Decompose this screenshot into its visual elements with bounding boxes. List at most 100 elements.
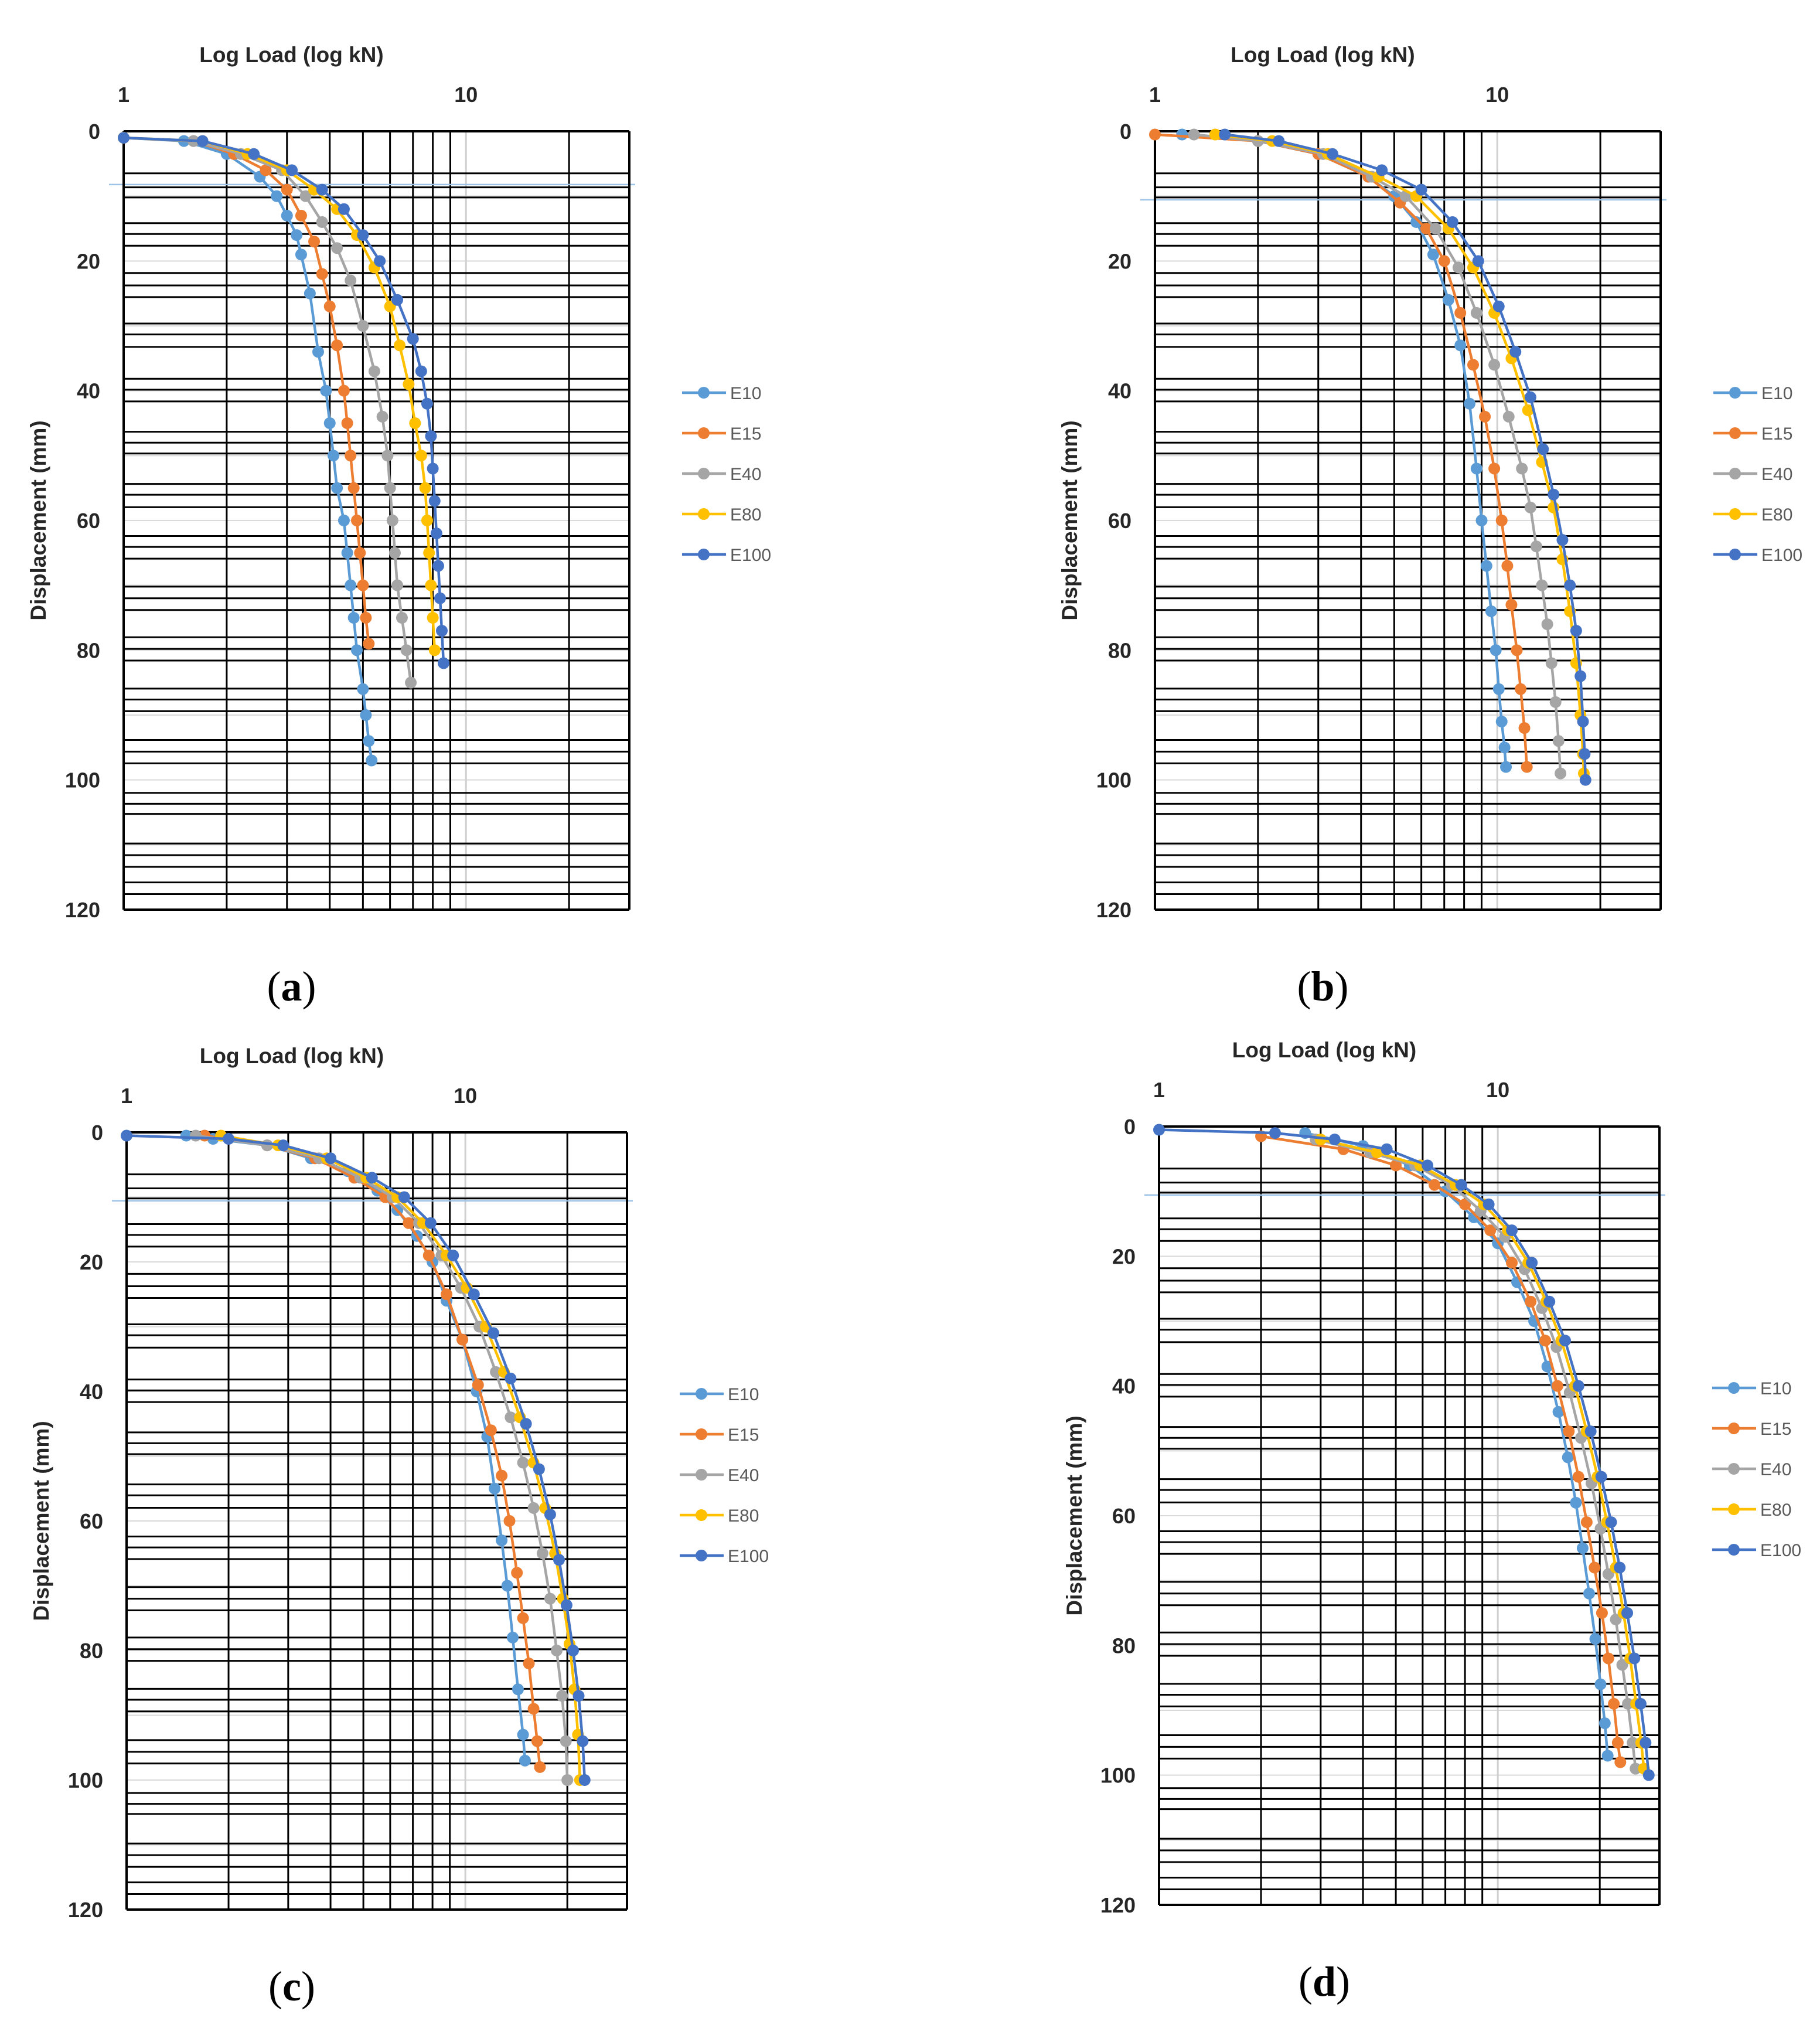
legend-label: E10 — [730, 384, 761, 403]
legend-swatch-marker — [698, 549, 710, 560]
data-point — [415, 450, 427, 462]
data-point — [1556, 534, 1569, 546]
legend-label: E10 — [1761, 384, 1792, 403]
legend: E10 E15 E40 E80 E100 — [1712, 1379, 1801, 1560]
data-point — [468, 1288, 480, 1301]
data-point — [196, 135, 209, 147]
data-point — [505, 1411, 517, 1424]
data-point — [501, 1580, 513, 1592]
data-point — [331, 242, 343, 254]
panel-b: Log Load (log kN)1 10020406080100120Displ… — [1058, 43, 1802, 1010]
series-e100 — [1153, 1124, 1655, 1781]
data-point — [376, 410, 388, 423]
data-point — [277, 1139, 289, 1152]
series-line-e10 — [123, 136, 373, 761]
series-line-e40 — [195, 1134, 569, 1781]
y-tick-label: 120 — [1096, 898, 1131, 922]
data-point — [496, 1534, 508, 1547]
legend-label: E80 — [1761, 505, 1792, 525]
data-point — [341, 417, 353, 429]
data-point — [1420, 223, 1432, 234]
data-point — [1515, 683, 1527, 695]
legend-swatch-marker — [1728, 1463, 1740, 1475]
data-point — [1521, 761, 1533, 773]
series-e10 — [1299, 1127, 1614, 1762]
y-tick-label: 0 — [91, 1121, 103, 1145]
data-point — [1390, 1159, 1402, 1172]
data-point — [1502, 410, 1515, 423]
data-point — [323, 300, 336, 312]
data-point — [1642, 1769, 1655, 1781]
y-axis-label: Displacement (mm) — [29, 1421, 53, 1621]
data-point — [1467, 359, 1480, 371]
data-point — [421, 515, 433, 526]
data-point — [544, 1592, 556, 1605]
data-point — [316, 216, 328, 228]
data-point — [351, 644, 363, 656]
data-point — [511, 1567, 523, 1579]
data-point — [1176, 128, 1188, 141]
data-point — [512, 1683, 524, 1696]
data-point — [384, 482, 396, 494]
legend-label: E40 — [728, 1466, 759, 1485]
data-point — [391, 579, 404, 591]
data-point — [295, 209, 307, 222]
data-point — [1492, 300, 1505, 312]
data-point — [447, 1249, 459, 1261]
data-point — [1518, 722, 1531, 734]
data-point — [400, 644, 413, 656]
data-point — [1452, 261, 1464, 274]
data-point — [1492, 683, 1505, 695]
series-line-e100 — [1225, 133, 1587, 780]
data-point — [432, 560, 444, 572]
y-tick-label: 120 — [1100, 1893, 1136, 1917]
legend-swatch-marker — [1729, 427, 1741, 439]
series-e10 — [180, 1129, 531, 1767]
y-tick-label: 40 — [77, 379, 100, 403]
panel-a: Log Load (log kN)1 10020406080100120Displ… — [26, 43, 771, 1010]
data-point — [441, 1288, 453, 1301]
data-point — [561, 1774, 574, 1786]
data-point — [1552, 1406, 1565, 1418]
data-point — [396, 612, 408, 624]
series-e100 — [121, 1129, 591, 1786]
data-point — [357, 683, 369, 695]
data-point — [1429, 223, 1441, 234]
data-point — [409, 417, 421, 429]
legend-label: E100 — [1760, 1541, 1801, 1560]
data-point — [1579, 748, 1591, 760]
data-point — [1537, 443, 1549, 455]
data-point — [1446, 216, 1458, 228]
y-tick-label: 40 — [1108, 379, 1131, 403]
legend-swatch-marker — [1729, 508, 1741, 520]
data-point — [1470, 307, 1482, 319]
data-point — [1516, 462, 1528, 475]
data-point — [1541, 618, 1553, 631]
legend-swatch-marker — [696, 1509, 707, 1521]
data-point — [1589, 1561, 1601, 1574]
data-point — [1548, 488, 1560, 501]
panel-d: Log Load (log kN)1 10020406080100120Displ… — [1062, 1038, 1801, 2005]
data-point — [1506, 1257, 1518, 1269]
data-point — [338, 515, 350, 526]
data-point — [1602, 1652, 1614, 1665]
panel-caption: (a) — [267, 963, 316, 1010]
data-point — [527, 1703, 540, 1715]
data-point — [118, 132, 129, 144]
legend-label: E10 — [728, 1385, 759, 1404]
series-line-e10 — [1304, 1131, 1609, 1756]
x-tick-label: 10 — [1486, 1078, 1509, 1102]
data-point — [437, 657, 449, 669]
legend-label: E80 — [730, 505, 761, 525]
data-point — [1580, 1516, 1593, 1529]
data-point — [1459, 1198, 1471, 1210]
chart-title: Log Load (log kN) — [1231, 43, 1415, 67]
data-point — [1454, 339, 1467, 352]
legend-label: E15 — [730, 424, 761, 444]
data-point — [1545, 657, 1557, 669]
legend-swatch-marker — [1728, 1503, 1740, 1515]
data-point — [366, 754, 378, 767]
chart-title: Log Load (log kN) — [1232, 1038, 1416, 1062]
data-point — [428, 495, 441, 507]
